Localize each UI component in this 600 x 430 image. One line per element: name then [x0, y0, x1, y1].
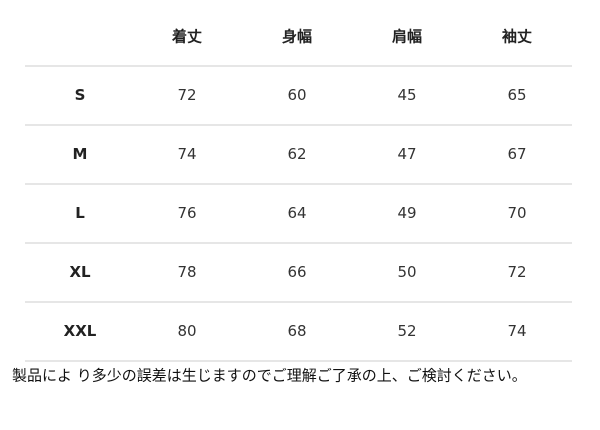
cell-value: 49 [397, 204, 416, 222]
cell-value: 78 [177, 263, 196, 281]
size-label: L [75, 204, 85, 222]
cell-value: 70 [507, 204, 526, 222]
note: 製品によ り多少の誤差は生じますのでご理解ご了承の上、ご検討ください。 [12, 367, 527, 385]
cell-value: 52 [397, 322, 416, 340]
cell-value: 62 [287, 145, 306, 163]
cell-value: 76 [177, 204, 196, 222]
cell-value: 66 [287, 263, 306, 281]
size-label: XXL [64, 322, 97, 340]
cell-value: 65 [507, 86, 526, 104]
cell-value: 60 [287, 86, 306, 104]
cell-value: 74 [177, 145, 196, 163]
cell-value: 45 [397, 86, 416, 104]
cell-value: 80 [177, 322, 196, 340]
cell-value: 47 [397, 145, 416, 163]
cell-value: 67 [507, 145, 526, 163]
column-header: 肩幅 [392, 28, 422, 46]
cell-value: 64 [287, 204, 306, 222]
column-header: 着丈 [171, 28, 202, 46]
cell-value: 68 [287, 322, 306, 340]
cell-value: 72 [507, 263, 526, 281]
cell-value: 74 [507, 322, 526, 340]
column-header: 袖丈 [502, 28, 532, 46]
size-label: M [73, 145, 88, 163]
size-label: XL [69, 263, 91, 281]
column-header: 身幅 [282, 28, 312, 46]
cell-value: 72 [177, 86, 196, 104]
size-label: S [75, 86, 86, 104]
cell-value: 50 [397, 263, 416, 281]
